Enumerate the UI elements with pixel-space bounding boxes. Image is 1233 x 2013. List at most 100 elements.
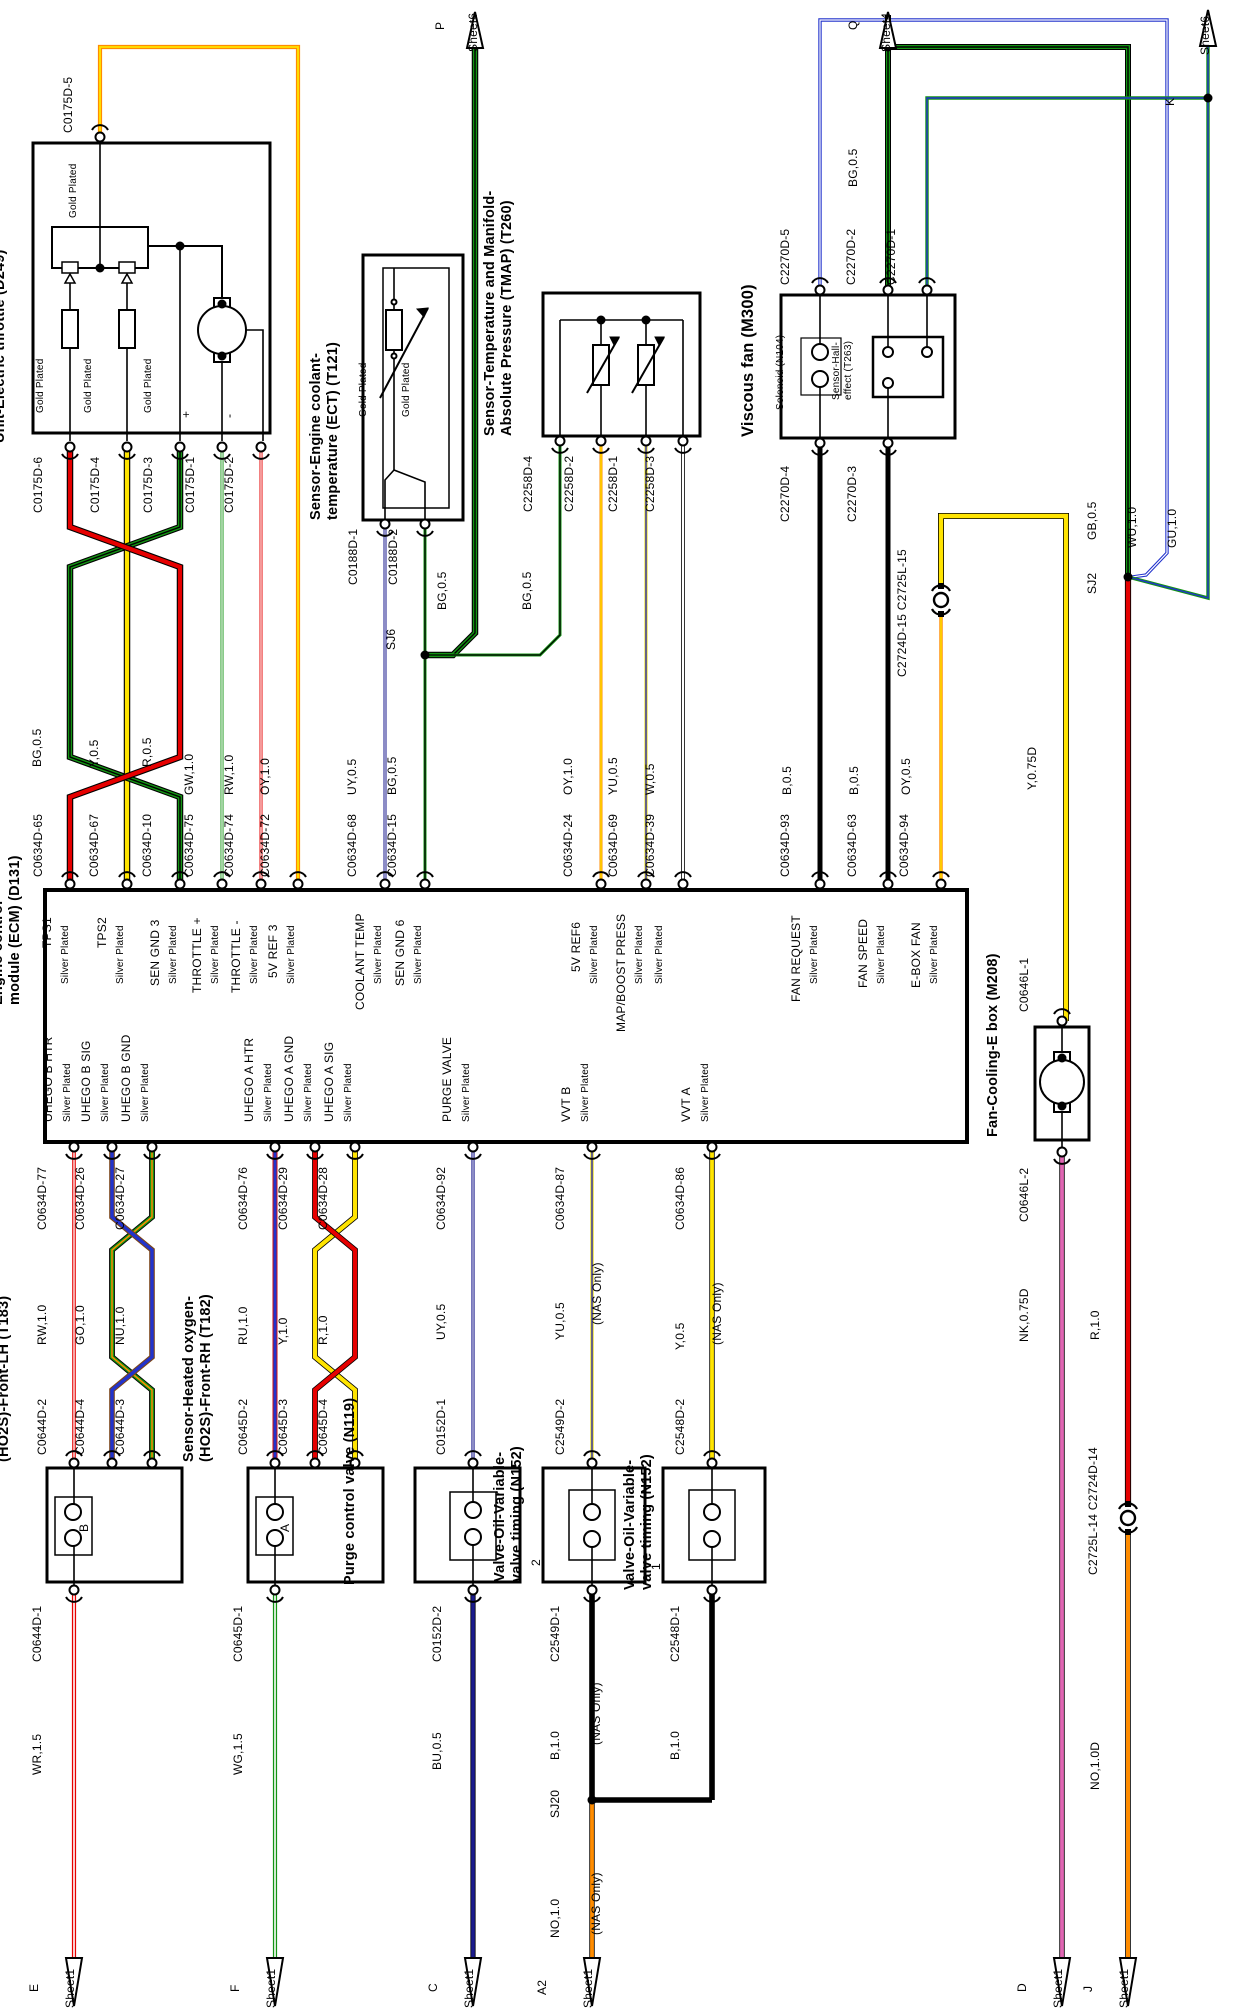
label-a2: A2 bbox=[535, 1979, 549, 1995]
label-c0634d-77: C0634D-77 bbox=[35, 1166, 49, 1230]
symbol-circle bbox=[882, 346, 894, 358]
label-silver-plated: Silver Plated bbox=[115, 925, 126, 984]
label-c2724d-15-c2725l-15: C2724D-15 C2725L-15 bbox=[895, 549, 909, 677]
sheet-arrow-d-sheet1 bbox=[1052, 1957, 1072, 2007]
pin-arc bbox=[252, 871, 270, 878]
pin-circle bbox=[106, 1457, 118, 1469]
pin-arc bbox=[65, 1153, 83, 1160]
label-silver-plated: Silver Plated bbox=[413, 925, 424, 984]
label-ho2s-front-rh-t182: (HO2S)-Front-RH (T182) bbox=[198, 1294, 214, 1462]
label-bg-0-5: BG,0.5 bbox=[846, 148, 860, 187]
label-c0152d-2: C0152D-2 bbox=[430, 1605, 444, 1662]
label-c0644d-3: C0644D-3 bbox=[113, 1398, 127, 1455]
label-sen-gnd-6: SEN GND 6 bbox=[393, 919, 407, 986]
label-ho2s-front-lh-t183: (HO2S)-Front-LH (T183) bbox=[0, 1295, 12, 1462]
label-c0634d-72: C0634D-72 bbox=[258, 813, 272, 877]
pin-arc bbox=[65, 1596, 83, 1603]
label-silver-plated: Silver Plated bbox=[62, 1063, 73, 1122]
inline-connector-pin bbox=[938, 583, 944, 589]
pin-arc bbox=[346, 1153, 364, 1160]
pin-arc bbox=[61, 871, 79, 878]
label-c2258d-1: C2258D-1 bbox=[606, 455, 620, 512]
pin-circle bbox=[921, 284, 933, 296]
pin-circle bbox=[882, 878, 894, 890]
label-c0644d-4: C0644D-4 bbox=[73, 1398, 87, 1455]
label-viscous-fan-m300: Viscous fan (M300) bbox=[739, 284, 757, 437]
label-c2270d-5: C2270D-5 bbox=[778, 228, 792, 285]
label-sheet1: Sheet1 bbox=[462, 1968, 476, 2008]
symbol-circle bbox=[197, 305, 247, 355]
label-sensor-engine-coolant: Sensor-Engine coolant- bbox=[308, 352, 324, 520]
label-c0645d-1: C0645D-1 bbox=[231, 1605, 245, 1662]
pin-arc bbox=[879, 449, 897, 456]
label-c2270d-3: C2270D-3 bbox=[845, 465, 859, 522]
pin-circle bbox=[64, 441, 76, 453]
label-c0634d-65: C0634D-65 bbox=[31, 813, 45, 877]
pin-circle bbox=[586, 1584, 598, 1596]
label-r-1-0: R,1.0 bbox=[316, 1315, 330, 1345]
label-temperature-ect-t121: temperature (ECT) (T121) bbox=[325, 341, 341, 520]
label-c0175d-4: C0175D-4 bbox=[88, 456, 102, 513]
label-b-1-0: B,1.0 bbox=[668, 1730, 682, 1760]
wire-GB-0.5-core2 bbox=[888, 46, 1129, 577]
label-c0634d-63: C0634D-63 bbox=[845, 813, 859, 877]
symbol-path bbox=[118, 261, 136, 274]
symbol-circle bbox=[464, 1528, 482, 1546]
label-solenoid-n104: Solenoid (N104) bbox=[775, 334, 786, 410]
solenoid-box bbox=[800, 337, 842, 396]
symbol-circle bbox=[266, 1503, 284, 1521]
symbol-path bbox=[63, 272, 77, 284]
label-c0175d-2: C0175D-2 bbox=[222, 456, 236, 513]
pin-circle bbox=[419, 518, 431, 530]
label-k: K bbox=[1163, 97, 1177, 106]
label-ru-1-0: RU,1.0 bbox=[236, 1306, 250, 1345]
pin-arc bbox=[811, 871, 829, 878]
label-c2548d-2: C2548D-2 bbox=[673, 1398, 687, 1455]
label-no-1-0d: NO,1.0D bbox=[1088, 1741, 1102, 1790]
junction-dot bbox=[175, 241, 185, 251]
label-wg-1-5: WG,1.5 bbox=[231, 1733, 245, 1775]
label-fan-cooling-e-box-m208: Fan-Cooling-E box (M208) bbox=[985, 953, 1001, 1137]
label-yu-0-5: YU,0.5 bbox=[553, 1302, 567, 1340]
symbol-path bbox=[51, 226, 149, 269]
label-c2270d-4: C2270D-4 bbox=[778, 465, 792, 522]
label-c0645d-4: C0645D-4 bbox=[316, 1398, 330, 1455]
sheet-arrow-a2-sheet1 bbox=[582, 1957, 602, 2007]
pin-arc bbox=[266, 1596, 284, 1603]
symbol-circle bbox=[266, 1529, 284, 1547]
label-r-0-5: R,0.5 bbox=[140, 737, 154, 767]
inline-connector-pin bbox=[938, 611, 944, 617]
label-c2258d-2: C2258D-2 bbox=[562, 455, 576, 512]
pin-arc bbox=[103, 1153, 121, 1160]
label-silver-plated: Silver Plated bbox=[140, 1063, 151, 1122]
label-uy-0-5: UY,0.5 bbox=[434, 1303, 448, 1340]
label-bg-0-5: BG,0.5 bbox=[385, 756, 399, 795]
label-fan-speed: FAN SPEED bbox=[856, 918, 870, 988]
pin-circle bbox=[814, 878, 826, 890]
symbol-path bbox=[61, 309, 79, 349]
label-wr-1-5: WR,1.5 bbox=[30, 1733, 44, 1775]
label-c2270d-2: C2270D-2 bbox=[844, 228, 858, 285]
symbol-path bbox=[384, 469, 395, 522]
pin-circle bbox=[349, 1141, 361, 1153]
wire-OY-1.0-core1 bbox=[99, 46, 299, 886]
pin-circle bbox=[882, 437, 894, 449]
symbol-circle bbox=[811, 370, 829, 388]
label-w-0-5: W,0.5 bbox=[643, 763, 657, 795]
symbol-circle bbox=[1039, 1059, 1085, 1105]
label-c0634d-74: C0634D-74 bbox=[222, 813, 236, 877]
label-sen-gnd-3: SEN GND 3 bbox=[148, 919, 162, 986]
pin-circle bbox=[255, 441, 267, 453]
pin-circle bbox=[269, 1141, 281, 1153]
label-c0645d-2: C0645D-2 bbox=[236, 1398, 250, 1455]
pin-circle bbox=[309, 1457, 321, 1469]
label-sheet1: Sheet1 bbox=[264, 1968, 278, 2008]
label-c0634d-87: C0634D-87 bbox=[553, 1166, 567, 1230]
label-silver-plated: Silver Plated bbox=[809, 925, 820, 984]
label-silver-plated: Silver Plated bbox=[580, 1063, 591, 1122]
symbol-path bbox=[609, 336, 620, 347]
junction-dot bbox=[641, 315, 651, 325]
pin-circle bbox=[216, 441, 228, 453]
label-silver-plated: Silver Plated bbox=[654, 925, 665, 984]
